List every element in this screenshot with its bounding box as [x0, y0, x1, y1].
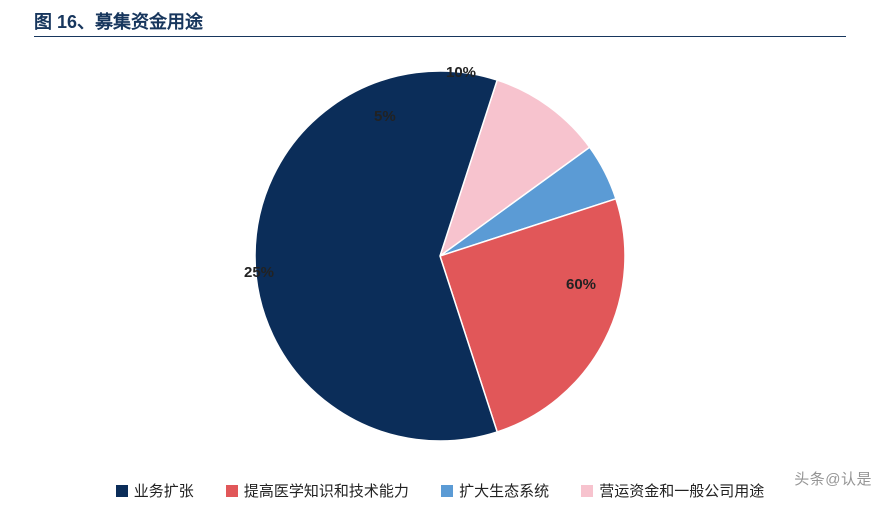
- pie-label-25: 25%: [244, 264, 274, 281]
- legend-label-3: 营运资金和一般公司用途: [599, 483, 764, 500]
- legend-swatch-2: [441, 485, 453, 497]
- figure-title: 图 16、募集资金用途: [34, 8, 203, 34]
- legend-swatch-3: [581, 485, 593, 497]
- legend-label-1: 提高医学知识和技术能力: [244, 483, 409, 500]
- legend-item-1: 提高医学知识和技术能力: [226, 480, 409, 501]
- pie-svg: [250, 66, 630, 446]
- legend-label-0: 业务扩张: [134, 483, 194, 500]
- chart-area: 10% 5% 25% 60%: [0, 40, 880, 460]
- legend-item-0: 业务扩张: [116, 480, 194, 501]
- legend-swatch-0: [116, 485, 128, 497]
- pie-label-60: 60%: [566, 276, 596, 293]
- legend-label-2: 扩大生态系统: [459, 483, 549, 500]
- watermark: 头条@认是: [794, 468, 872, 489]
- pie-chart: [250, 66, 630, 446]
- legend-swatch-1: [226, 485, 238, 497]
- pie-label-10: 10%: [446, 64, 476, 81]
- legend-item-2: 扩大生态系统: [441, 480, 549, 501]
- legend-item-3: 营运资金和一般公司用途: [581, 480, 764, 501]
- pie-label-5: 5%: [374, 108, 396, 125]
- legend: 业务扩张 提高医学知识和技术能力 扩大生态系统 营运资金和一般公司用途: [0, 480, 880, 501]
- title-rule: [34, 36, 846, 37]
